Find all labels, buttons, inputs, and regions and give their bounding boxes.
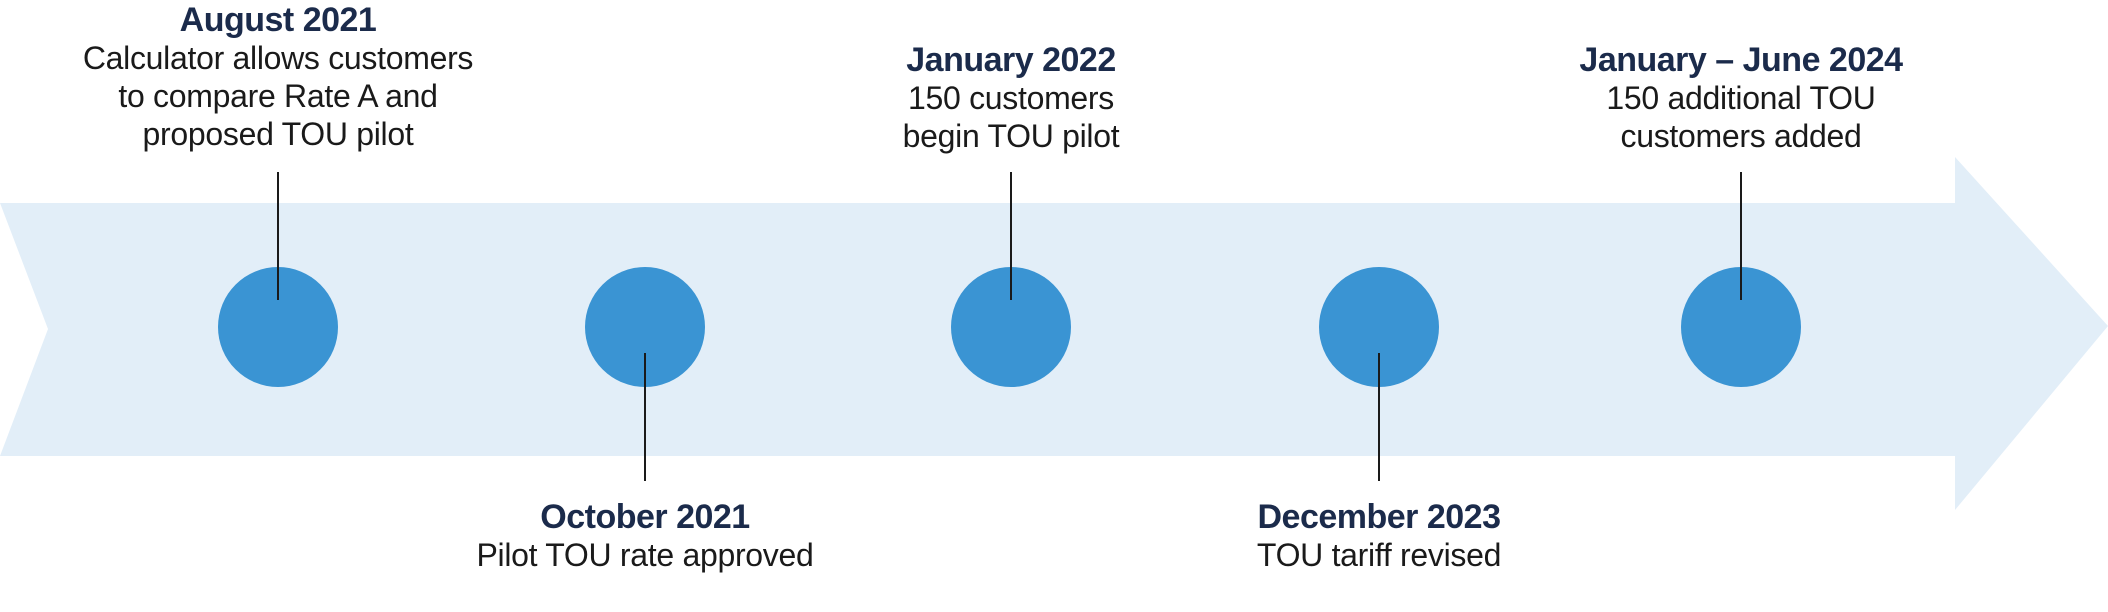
event-description-line: to compare Rate A and bbox=[118, 77, 438, 114]
marker-event-2 bbox=[585, 267, 705, 387]
marker-event-3 bbox=[951, 267, 1071, 387]
event-date: October 2021 bbox=[540, 498, 750, 536]
event-label-december-2023: December 2023 TOU tariff revised bbox=[1159, 497, 1599, 575]
event-description-line: Calculator allows customers bbox=[82, 40, 474, 77]
marker-event-4 bbox=[1319, 267, 1439, 387]
event-label-january-june-2024: January – June 2024 150 additional TOU c… bbox=[1521, 40, 1961, 156]
event-date: January – June 2024 bbox=[1579, 41, 1903, 79]
event-description-line: Pilot TOU rate approved bbox=[476, 537, 814, 574]
event-label-january-2022: January 2022 150 customers begin TOU pil… bbox=[791, 40, 1231, 156]
event-description-line: 150 additional TOU bbox=[1606, 80, 1876, 117]
event-description-line: begin TOU pilot bbox=[902, 117, 1120, 154]
marker-event-1 bbox=[218, 267, 338, 387]
event-date: January 2022 bbox=[906, 41, 1116, 79]
event-description-line: customers added bbox=[1620, 117, 1862, 154]
event-date: August 2021 bbox=[179, 1, 377, 39]
event-label-october-2021: October 2021 Pilot TOU rate approved bbox=[425, 497, 865, 575]
event-description-line: proposed TOU pilot bbox=[142, 115, 414, 152]
event-label-august-2021: August 2021 Calculator allows customers … bbox=[58, 0, 498, 153]
event-description-line: TOU tariff revised bbox=[1256, 537, 1502, 574]
event-description-line: 150 customers bbox=[908, 80, 1114, 117]
marker-event-5 bbox=[1681, 267, 1801, 387]
event-date: December 2023 bbox=[1257, 498, 1501, 536]
